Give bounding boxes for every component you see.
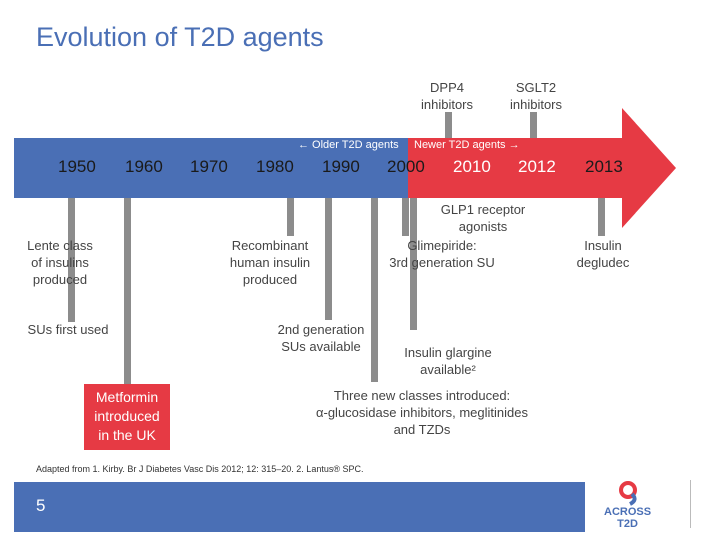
label-lente: Lente class of insulins produced [27,238,93,287]
label-glimepiride: Glimepiride: 3rd generation SU [389,238,495,270]
footnote: Adapted from 1. Kirby. Br J Diabetes Vas… [36,464,364,474]
metformin-box: Metformin introduced in the UK [84,384,170,450]
year-1960: 1960 [125,157,163,176]
page-number: 5 [36,496,46,515]
year-1990: 1990 [322,157,360,176]
year-2000: 2000 [387,157,425,176]
label-sglt2: SGLT2 inhibitors [509,80,563,112]
across-t2d-logo-icon [619,481,637,506]
label-three-classes: Three new classes introduced: α-glucosid… [315,388,528,437]
year-1950: 1950 [58,157,96,176]
connector-glimepiride [402,198,409,236]
label-recombinant: Recombinant human insulin produced [229,238,311,287]
older-segment [14,138,408,198]
connector-degludec [598,198,605,236]
connector-second-gen [325,198,332,320]
connector-glargine [410,198,417,330]
logo-divider [690,480,691,528]
connector-metformin [124,198,131,384]
label-degludec: Insulin degludec [576,238,630,270]
year-1970: 1970 [190,157,228,176]
connector-recombinant [287,198,294,236]
label-dpp4: DPP4 inhibitors [420,80,474,112]
connector-three-classes [371,198,378,382]
newer-agents-label: Newer T2D agents → [414,139,520,151]
footer-bar [14,482,585,532]
newer-segment-arrow [408,108,676,228]
connector-dpp4 [445,112,452,138]
connector-1950 [68,198,75,322]
label-glp1: GLP1 receptor agonists [440,202,526,234]
year-2012: 2012 [518,157,556,176]
year-2013: 2013 [585,157,623,176]
connector-sglt2 [530,112,537,138]
logo-text: ACROSS T2D [604,506,652,530]
older-agents-label: ← Older T2D agents [298,139,399,151]
label-metformin: Metformin introduced in the UK [94,389,160,443]
page-title: Evolution of T2D agents [36,22,324,52]
label-sus-first: SUs first used [27,322,109,337]
label-second-gen: 2nd generation SUs available [277,322,365,354]
year-2010: 2010 [453,157,491,176]
label-glargine: Insulin glargine available² [404,345,492,377]
year-1980: 1980 [256,157,294,176]
